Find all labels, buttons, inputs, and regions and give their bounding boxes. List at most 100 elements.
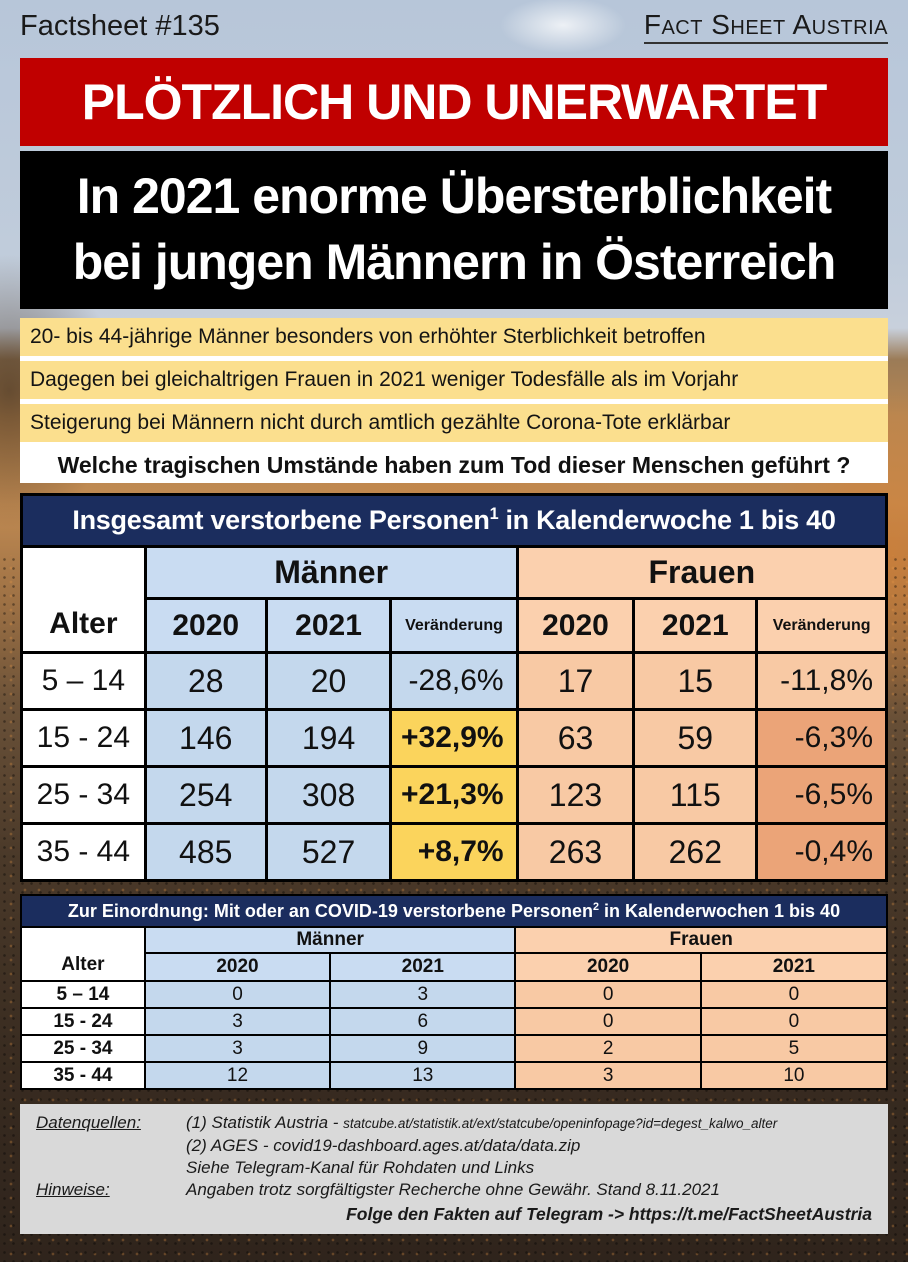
table-row: 25 - 34 254 308 +21,3% 123 115 -6,5%: [20, 765, 888, 825]
women-2020-cell: 0: [514, 980, 702, 1009]
mortality-table-title: Insgesamt verstorbene Personen1 in Kalen…: [20, 493, 888, 548]
covid-table: Zur Einordnung: Mit oder an COVID-19 ver…: [20, 894, 889, 1090]
men-2020-header: 2020: [143, 952, 332, 982]
women-2021-cell: 10: [699, 1061, 889, 1090]
women-group-header: Frauen: [514, 926, 888, 954]
men-change-header: Veränderung: [389, 597, 519, 654]
women-2020-cell: 63: [515, 708, 636, 768]
women-2021-header: 2021: [699, 952, 889, 982]
notes-label: Hinweise:: [36, 1180, 186, 1199]
men-2020-cell: 3: [143, 1007, 332, 1036]
red-banner: PLÖTZLICH UND UNERWARTET: [20, 58, 888, 146]
women-change-cell: -0,4%: [755, 822, 888, 882]
men-2020-header: 2020: [143, 597, 268, 654]
footer: Datenquellen: (1) Statistik Austria - st…: [20, 1104, 888, 1234]
women-2021-header: 2021: [632, 597, 759, 654]
age-cell: 35 - 44: [20, 822, 147, 882]
title-text: Zur Einordnung: Mit oder an COVID-19 ver…: [67, 900, 593, 921]
table-row: 15 - 24 146 194 +32,9% 63 59 -6,3%: [20, 708, 888, 768]
source-note: Siehe Telegram-Kanal für Rohdaten und Li…: [186, 1158, 535, 1177]
sources-label-text: Datenquellen:: [36, 1113, 141, 1132]
men-group-header: Männer: [143, 926, 517, 954]
age-cell: 5 – 14: [20, 980, 146, 1009]
headline-banner: In 2021 enorme Übersterblichkeit bei jun…: [20, 151, 888, 309]
women-2021-cell: 115: [632, 765, 759, 825]
notes-label-text: Hinweise:: [36, 1180, 110, 1199]
top-bar: Factsheet #135 Fact Sheet Austria: [20, 8, 888, 54]
table-row: 5 – 14 28 20 -28,6% 17 15 -11,8%: [20, 651, 888, 711]
women-2021-cell: 0: [699, 980, 889, 1009]
title-tail: in Kalenderwoche 1 bis 40: [498, 505, 836, 535]
title-footnote-marker: 1: [489, 505, 499, 523]
factsheet-number: Factsheet #135: [20, 10, 220, 42]
women-2021-cell: 15: [632, 651, 759, 711]
men-2020-cell: 3: [143, 1034, 332, 1063]
table-row: 5 – 14 0 3 0 0: [20, 980, 889, 1009]
source-1: (1) Statistik Austria - statcube.at/stat…: [186, 1113, 872, 1133]
highlight-line-2: Dagegen bei gleichaltrigen Frauen in 202…: [20, 361, 888, 399]
age-cell: 15 - 24: [20, 1007, 146, 1036]
men-change-cell-highlighted: +32,9%: [389, 708, 519, 768]
women-change-cell: -6,5%: [755, 765, 888, 825]
women-change-cell: -11,8%: [755, 651, 888, 711]
women-change-header: Veränderung: [755, 597, 888, 654]
title-tail: in Kalenderwochen 1 bis 40: [599, 900, 841, 921]
women-group-header: Frauen: [515, 545, 889, 600]
mortality-table: Insgesamt verstorbene Personen1 in Kalen…: [20, 493, 889, 882]
men-2021-cell: 6: [329, 1007, 517, 1036]
red-banner-text: PLÖTZLICH UND UNERWARTET: [81, 74, 827, 130]
women-2020-cell: 3: [514, 1061, 702, 1090]
men-2021-header: 2021: [264, 597, 393, 654]
women-2021-cell: 59: [632, 708, 759, 768]
covid-table-title: Zur Einordnung: Mit oder an COVID-19 ver…: [20, 894, 888, 928]
telegram-cta: Folge den Fakten auf Telegram -> https:/…: [346, 1204, 872, 1224]
spacer: [36, 1158, 186, 1177]
women-change-cell: -6,3%: [755, 708, 888, 768]
title-footnote-marker: 2: [592, 900, 599, 913]
table-row: 35 - 44 12 13 3 10: [20, 1061, 889, 1090]
highlight-section: 20- bis 44-jährige Männer besonders von …: [20, 318, 888, 483]
source-1-prefix: (1) Statistik Austria -: [186, 1113, 344, 1132]
men-2021-cell: 3: [329, 980, 517, 1009]
men-2021-cell: 9: [329, 1034, 517, 1063]
men-change-cell-highlighted: +21,3%: [389, 765, 519, 825]
women-2020-cell: 123: [515, 765, 636, 825]
women-2020-header: 2020: [514, 952, 702, 982]
men-2021-cell: 194: [264, 708, 393, 768]
highlight-line-1: 20- bis 44-jährige Männer besonders von …: [20, 318, 888, 356]
men-group-header: Männer: [143, 545, 519, 600]
age-cell: 35 - 44: [20, 1061, 146, 1090]
spacer: [36, 1136, 186, 1155]
age-column-header: Alter: [20, 545, 147, 654]
table-row: 15 - 24 3 6 0 0: [20, 1007, 889, 1036]
table-row: 35 - 44 485 527 +8,7% 263 262 -0,4%: [20, 822, 888, 882]
question-line: Welche tragischen Umstände haben zum Tod…: [20, 447, 888, 483]
sources-label: Datenquellen:: [36, 1113, 186, 1133]
headline-line-1: In 2021 enorme Übersterblichkeit: [76, 168, 832, 224]
women-2020-cell: 2: [514, 1034, 702, 1063]
title-text: Insgesamt verstorbene Personen: [72, 505, 490, 535]
age-cell: 25 - 34: [20, 765, 147, 825]
women-2021-cell: 262: [632, 822, 759, 882]
age-cell: 5 – 14: [20, 651, 147, 711]
men-2020-cell: 0: [143, 980, 332, 1009]
women-2020-cell: 0: [514, 1007, 702, 1036]
women-2020-header: 2020: [515, 597, 636, 654]
source-2: (2) AGES - covid19-dashboard.ages.at/dat…: [186, 1136, 581, 1155]
men-2020-cell: 146: [143, 708, 268, 768]
men-2021-cell: 308: [264, 765, 393, 825]
women-2021-cell: 5: [699, 1034, 889, 1063]
highlight-line-3: Steigerung bei Männern nicht durch amtli…: [20, 404, 888, 442]
women-2021-cell: 0: [699, 1007, 889, 1036]
table-row: 25 - 34 3 9 2 5: [20, 1034, 889, 1063]
men-change-cell-highlighted: +8,7%: [389, 822, 519, 882]
source-1-url: statcube.at/statistik.at/ext/statcube/op…: [343, 1116, 778, 1131]
notes-text: Angaben trotz sorgfältigster Recherche o…: [186, 1180, 720, 1199]
men-2020-cell: 485: [143, 822, 268, 882]
age-cell: 15 - 24: [20, 708, 147, 768]
women-2020-cell: 263: [515, 822, 636, 882]
age-column-header: Alter: [20, 926, 146, 982]
men-change-cell: -28,6%: [389, 651, 519, 711]
brand-title: Fact Sheet Austria: [643, 8, 888, 44]
